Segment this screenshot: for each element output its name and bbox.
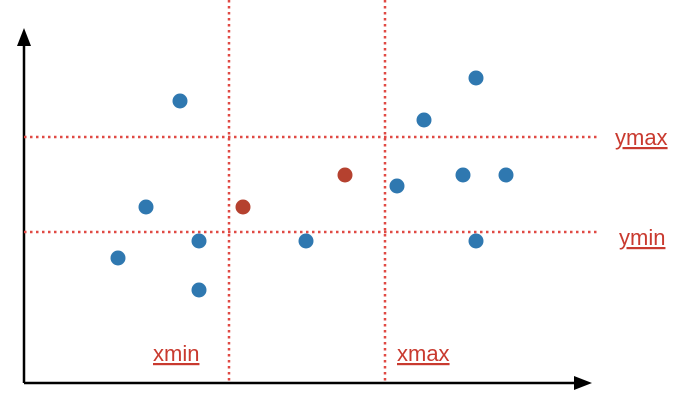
point-inside-range (337, 167, 353, 183)
point-outside-range (455, 167, 471, 183)
xmin-label: xmin (153, 341, 199, 366)
point-outside-range (298, 233, 314, 249)
point-outside-range (498, 167, 514, 183)
point-inside-range (235, 199, 251, 215)
point-outside-range (389, 178, 405, 194)
x-axis-arrow-icon (574, 376, 592, 390)
point-outside-range (138, 199, 154, 215)
xmax-label: xmax (397, 341, 450, 366)
point-outside-range (468, 70, 484, 86)
point-outside-range (191, 282, 207, 298)
point-outside-range (191, 233, 207, 249)
point-outside-range (468, 233, 484, 249)
point-outside-range (172, 93, 188, 109)
ymax-label: ymax (615, 125, 668, 150)
ymin-label: ymin (619, 225, 665, 250)
point-outside-range (416, 112, 432, 128)
data-points (110, 70, 514, 298)
point-outside-range (110, 250, 126, 266)
y-axis-arrow-icon (17, 28, 31, 46)
